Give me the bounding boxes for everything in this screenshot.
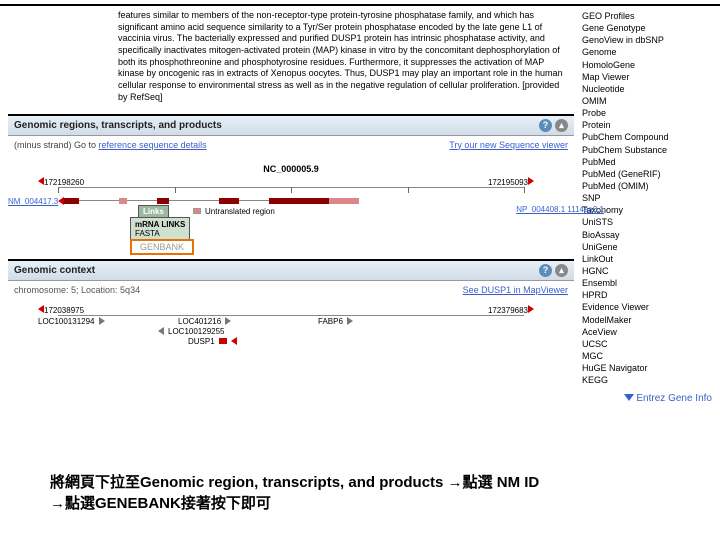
sidebar-link[interactable]: UniGene [582, 241, 712, 253]
sidebar-link[interactable]: Probe [582, 107, 712, 119]
sidebar-link[interactable]: LinkOut [582, 253, 712, 265]
refseq-link[interactable]: reference sequence details [99, 140, 207, 150]
entrez-footer[interactable]: Entrez Gene Info [582, 386, 712, 412]
mrna-links-menu[interactable]: mRNA LINKS FASTA [130, 217, 190, 241]
sidebar-link[interactable]: GenoView in dbSNP [582, 34, 712, 46]
sidebar-link[interactable]: OMIM [582, 95, 712, 107]
sidebar-link[interactable]: Ensembl [582, 277, 712, 289]
sidebar-link[interactable]: MGC [582, 350, 712, 362]
sidebar-link[interactable]: PubChem Substance [582, 144, 712, 156]
nc-accession: NC_000005.9 [8, 164, 574, 174]
instruction-text: 將網頁下拉至Genomic region, transcripts, and p… [50, 472, 539, 514]
sidebar-link[interactable]: PubChem Compound [582, 131, 712, 143]
triangle-down-icon [624, 394, 634, 401]
help-icon[interactable]: ? [539, 264, 552, 277]
sidebar-link[interactable]: PubMed [582, 156, 712, 168]
gene-bar [58, 197, 524, 205]
locus-item: FABP6 [318, 317, 353, 326]
locus-item: LOC100131294 [38, 317, 105, 326]
sidebar-link[interactable]: Map Viewer [582, 71, 712, 83]
coord-right: 172195093 [488, 177, 534, 187]
strand-line: (minus strand) Go to reference sequence … [8, 136, 574, 154]
context-track: 172038975 172379683 LOC100131294 LOC4012… [58, 305, 524, 345]
sidebar-link[interactable]: UCSC [582, 338, 712, 350]
coord-left: 172198260 [38, 177, 84, 187]
mapviewer-link[interactable]: See DUSP1 in MapViewer [463, 285, 568, 295]
sidebar-link[interactable]: SNP [582, 192, 712, 204]
sidebar-link[interactable]: Gene Genotype [582, 22, 712, 34]
untranslated-legend: Untranslated region [193, 207, 275, 216]
sidebar-link[interactable]: Genome [582, 46, 712, 58]
sidebar-link[interactable]: Protein [582, 119, 712, 131]
chromosome-location: chromosome: 5; Location: 5q34 [14, 285, 140, 295]
sidebar-link[interactable]: HGNC [582, 265, 712, 277]
sidebar-link[interactable]: PubMed (OMIM) [582, 180, 712, 192]
locus-item: DUSP1 [188, 337, 237, 346]
sidebar-link[interactable]: PubMed (GeneRIF) [582, 168, 712, 180]
sidebar-link[interactable]: BioAssay [582, 229, 712, 241]
sidebar-link[interactable]: HomoloGene [582, 59, 712, 71]
gene-description: features similar to members of the non-r… [8, 10, 574, 112]
section-title: Genomic regions, transcripts, and produc… [14, 120, 222, 131]
try-viewer-link[interactable]: Try our new Sequence viewer [449, 140, 568, 150]
help-icon[interactable]: ? [539, 119, 552, 132]
collapse-icon[interactable]: ▴ [555, 119, 568, 132]
locus-item: LOC100129255 [158, 327, 225, 336]
sidebar-link[interactable]: HuGE Navigator [582, 362, 712, 374]
sidebar-link[interactable]: Nucleotide [582, 83, 712, 95]
sidebar-link[interactable]: GEO Profiles [582, 10, 712, 22]
transcript-track: 172198260 172195093 NM_004417.3 NP_00440… [58, 177, 524, 257]
nm-id-link[interactable]: NM_004417.3 [8, 197, 58, 206]
section-genomic-context: Genomic context ? ▴ [8, 259, 574, 281]
locus-item: LOC401216 [178, 317, 231, 326]
sidebar-link[interactable]: AceView [582, 326, 712, 338]
section-title: Genomic context [14, 265, 95, 276]
sidebar-link[interactable]: HPRD [582, 289, 712, 301]
genbank-link[interactable]: GENBANK [130, 239, 194, 255]
sidebar-link[interactable]: ModelMaker [582, 314, 712, 326]
section-genomic-regions: Genomic regions, transcripts, and produc… [8, 114, 574, 136]
sidebar-link[interactable]: UniSTS [582, 216, 712, 228]
np-link[interactable]: NP_004408.1 1114aa0.1 [516, 205, 604, 214]
ctx-coord-left: 172038975 [38, 305, 84, 315]
sidebar-link[interactable]: Evidence Viewer [582, 301, 712, 313]
ctx-coord-right: 172379683 [488, 305, 534, 315]
fasta-link[interactable]: FASTA [135, 229, 185, 238]
sidebar-link[interactable]: KEGG [582, 374, 712, 386]
red-triangle-icon [528, 177, 534, 185]
collapse-icon[interactable]: ▴ [555, 264, 568, 277]
